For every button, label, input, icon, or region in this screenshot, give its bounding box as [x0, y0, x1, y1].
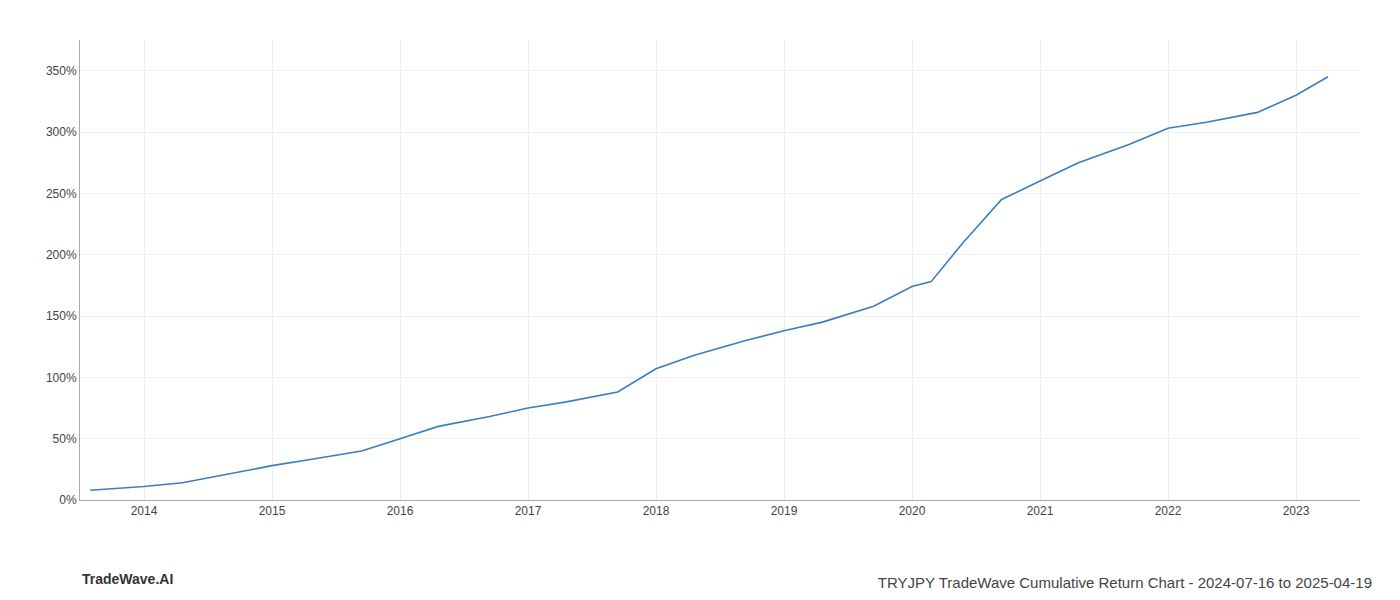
svg-text:TradeWave.AI: TradeWave.AI	[82, 571, 173, 587]
svg-text:300%: 300%	[46, 125, 77, 139]
svg-text:2018: 2018	[643, 504, 670, 518]
svg-text:0%: 0%	[59, 493, 77, 507]
svg-text:2021: 2021	[1027, 504, 1054, 518]
svg-text:2022: 2022	[1155, 504, 1182, 518]
svg-text:50%: 50%	[53, 432, 77, 446]
svg-text:2017: 2017	[515, 504, 542, 518]
svg-text:TRYJPY TradeWave Cumulative Re: TRYJPY TradeWave Cumulative Return Chart…	[878, 574, 1372, 591]
svg-text:2019: 2019	[771, 504, 798, 518]
svg-text:2014: 2014	[131, 504, 158, 518]
svg-text:2023: 2023	[1283, 504, 1310, 518]
svg-text:150%: 150%	[46, 309, 77, 323]
svg-text:250%: 250%	[46, 187, 77, 201]
svg-text:2016: 2016	[387, 504, 414, 518]
svg-text:2015: 2015	[259, 504, 286, 518]
svg-text:200%: 200%	[46, 248, 77, 262]
svg-text:350%: 350%	[46, 64, 77, 78]
svg-text:2020: 2020	[899, 504, 926, 518]
svg-text:100%: 100%	[46, 371, 77, 385]
